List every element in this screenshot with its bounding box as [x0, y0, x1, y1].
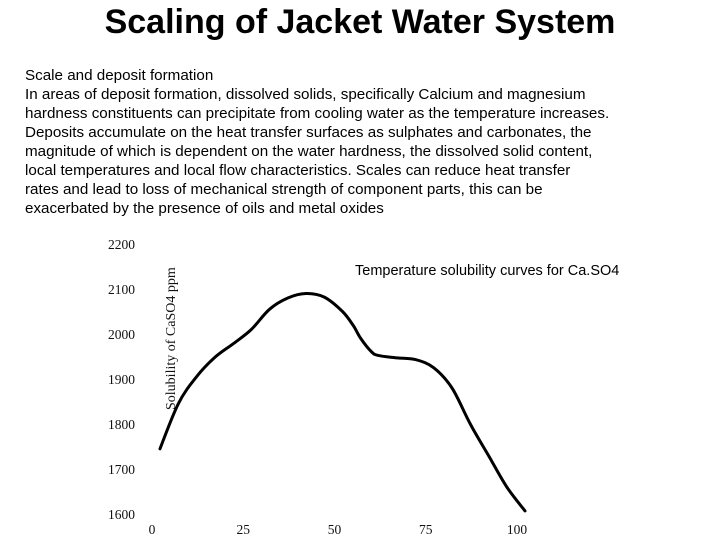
x-tick-label: 100: [507, 522, 528, 537]
slide-title: Scaling of Jacket Water System: [104, 3, 616, 41]
y-tick-label: 1900: [108, 372, 135, 387]
y-tick-label: 2200: [108, 237, 135, 252]
x-tick-label: 25: [237, 522, 251, 537]
x-tick-label: 50: [328, 522, 342, 537]
paragraph-line: Deposits accumulate on the heat transfer…: [25, 124, 592, 141]
solubility-curve: [158, 291, 527, 513]
y-tick-label: 2000: [108, 327, 135, 342]
paragraph-line: exacerbated by the presence of oils and …: [25, 200, 384, 217]
y-tick-label: 1700: [108, 462, 135, 477]
chart-title: Temperature solubility curves for Ca.SO4: [355, 263, 620, 279]
y-tick-label: 1600: [108, 507, 135, 522]
paragraph-line: rates and lead to loss of mechanical str…: [25, 181, 543, 198]
paragraph-line: hardness constituents can precipitate fr…: [25, 105, 610, 122]
x-tick-label: 0: [149, 522, 156, 537]
x-tick-label: 75: [419, 522, 433, 537]
y-tick-label: 1800: [108, 417, 135, 432]
y-tick-label: 2100: [108, 282, 135, 297]
body-text: Scale and deposit formation In areas of …: [25, 66, 720, 218]
section-heading: Scale and deposit formation: [25, 67, 214, 84]
paragraph-line: magnitude of which is dependent on the w…: [25, 143, 593, 160]
paragraph-line: local temperatures and local flow charac…: [25, 162, 571, 179]
paragraph-line: In areas of deposit formation, dissolved…: [25, 86, 586, 103]
chart-y-axis-label: Solubility of CaSO4 ppm: [164, 267, 179, 410]
